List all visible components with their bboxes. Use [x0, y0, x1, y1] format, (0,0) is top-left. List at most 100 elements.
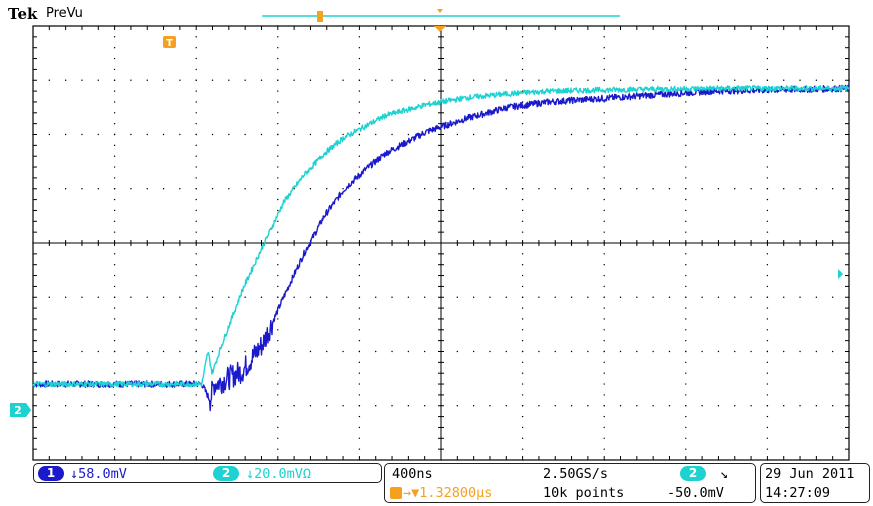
grid-dot	[521, 350, 524, 353]
grid-dot	[358, 220, 361, 222]
grid-dot	[505, 350, 507, 353]
grid-dot	[750, 405, 752, 407]
grid-dot	[277, 329, 279, 331]
grid-dot	[48, 188, 51, 190]
grid-dot	[685, 79, 687, 81]
timebase-readout[interactable]: 400ns	[392, 466, 433, 482]
grid-dot	[309, 188, 312, 190]
grid-dot	[277, 90, 279, 92]
grid-dot	[603, 68, 605, 71]
record-position-marker	[317, 11, 323, 22]
grid-dot	[195, 329, 197, 331]
grid-dot	[358, 133, 361, 136]
grid-dot	[277, 285, 279, 288]
grid-dot	[505, 133, 507, 136]
grid-dot	[603, 274, 605, 277]
grid-dot	[603, 448, 605, 450]
grid-dot	[668, 296, 671, 298]
trigger-position-readout[interactable]: →▼1.32800µs	[403, 485, 493, 501]
ch2-badge[interactable]	[213, 466, 239, 481]
grid-dot	[521, 112, 524, 114]
grid-dot	[766, 339, 769, 342]
grid-dot	[734, 296, 736, 298]
trigger-source-badge[interactable]	[680, 466, 706, 481]
grid-dot	[652, 350, 654, 353]
grid-dot	[668, 405, 671, 407]
grid-dot	[766, 415, 769, 418]
grid-dot	[277, 144, 279, 147]
grid-dot	[358, 112, 361, 114]
grid-dot	[783, 133, 785, 136]
grid-dot	[766, 133, 769, 136]
grid-dot	[799, 79, 801, 81]
grid-dot	[358, 231, 361, 233]
grid-dot	[179, 405, 181, 407]
grid-dot	[97, 188, 99, 190]
grid-dot	[766, 79, 769, 81]
grid-dot	[603, 296, 605, 298]
grid-dot	[685, 372, 687, 374]
grid-dot	[619, 350, 622, 353]
trigger-level-readout[interactable]: -50.0mV	[667, 485, 724, 501]
grid-dot	[375, 296, 377, 298]
grid-dot	[195, 318, 197, 320]
grid-dot	[766, 274, 769, 277]
grid-dot	[570, 350, 573, 353]
grid-dot	[277, 209, 279, 212]
grid-dot	[685, 133, 687, 136]
grid-dot	[113, 112, 116, 114]
grid-dot	[113, 318, 116, 320]
grid-dot	[146, 296, 148, 298]
grid-dot	[113, 36, 116, 38]
grid-dot	[570, 188, 573, 190]
trigger-slope-icon[interactable]: ↘	[720, 466, 729, 482]
grid-dot	[603, 47, 605, 49]
grid-dot	[195, 198, 197, 201]
grid-dot	[228, 296, 230, 298]
grid-dot	[407, 405, 410, 407]
grid-dot	[766, 437, 769, 439]
grid-dot	[260, 405, 263, 407]
grid-dot	[603, 144, 605, 147]
grid-dot	[587, 79, 589, 81]
grid-dot	[766, 231, 769, 233]
ch2-scale-readout[interactable]: ↓20.0mVΩ	[246, 466, 312, 482]
grid-dot	[538, 133, 540, 136]
grid-dot	[685, 307, 687, 309]
grid-dot	[685, 144, 687, 147]
grid-dot	[48, 350, 51, 353]
grid-dot	[766, 188, 769, 190]
ch1-badge[interactable]	[38, 466, 64, 481]
grid-dot	[685, 155, 687, 157]
grid-dot	[326, 296, 328, 298]
grid-dot	[652, 296, 654, 298]
grid-dot	[521, 220, 524, 222]
grid-dot	[766, 285, 769, 288]
grid-dot	[113, 144, 116, 147]
trigger-position-icon[interactable]	[434, 26, 446, 32]
grid-dot	[603, 36, 605, 38]
grid-dot	[685, 47, 687, 49]
grid-dot	[277, 166, 279, 168]
grid-dot	[326, 79, 328, 81]
grid-dot	[293, 79, 295, 81]
grid-dot	[358, 57, 361, 60]
grid-dot	[587, 405, 589, 407]
grid-dot	[48, 296, 51, 298]
grid-dot	[603, 285, 605, 288]
grid-dot	[277, 47, 279, 49]
grid-dot	[636, 350, 638, 353]
grid-dot	[64, 405, 67, 407]
grid-dot	[358, 253, 361, 255]
grid-dot	[619, 133, 622, 136]
ch2-ground-marker-icon[interactable]: 2	[10, 403, 31, 417]
ch1-scale-readout[interactable]: ↓58.0mV	[70, 466, 127, 482]
grid-dot	[130, 296, 132, 298]
grid-dot	[358, 101, 361, 103]
grid-dot	[358, 437, 361, 439]
grid-dot	[326, 405, 328, 407]
grid-dot	[554, 405, 556, 407]
grid-dot	[277, 101, 279, 103]
trigger-level-icon[interactable]	[838, 269, 843, 279]
grid-dot	[358, 274, 361, 277]
